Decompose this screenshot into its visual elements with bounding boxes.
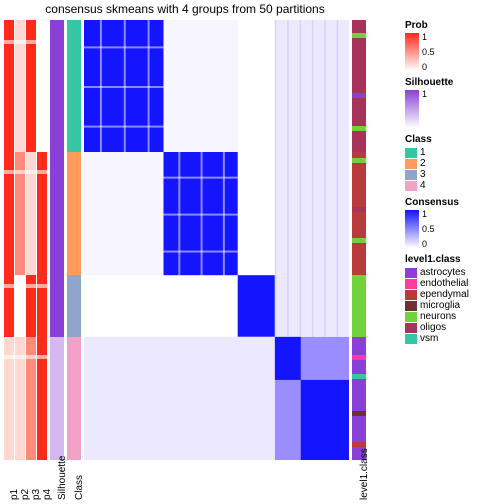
legend-title: Prob xyxy=(405,20,501,31)
prob-col-p4 xyxy=(37,20,47,460)
legend-consensus: Consensus 1 0.5 0 xyxy=(405,197,501,248)
swatch xyxy=(405,323,417,333)
consensus-heatmap xyxy=(84,20,349,460)
swatch xyxy=(405,279,417,289)
plot-area xyxy=(4,20,372,460)
swatch-label: astrocytes xyxy=(420,267,466,278)
swatch xyxy=(405,312,417,322)
silhouette-col xyxy=(50,20,64,460)
swatch-label: 1 xyxy=(420,147,426,158)
swatch-row: endothelial xyxy=(405,278,501,289)
tick-label: 0.5 xyxy=(422,225,435,234)
swatch-row: 1 xyxy=(405,147,501,158)
legend-title: Class xyxy=(405,134,501,145)
swatch xyxy=(405,290,417,300)
swatch-row: oligos xyxy=(405,322,501,333)
swatch xyxy=(405,170,417,180)
tick-label: 0 xyxy=(422,63,427,72)
swatch-row: 3 xyxy=(405,169,501,180)
swatch-row: 4 xyxy=(405,180,501,191)
axis-label: Class xyxy=(74,475,85,500)
legend-silhouette: Silhouette 1 xyxy=(405,77,501,128)
swatch-row: neurons xyxy=(405,311,501,322)
swatch-row: astrocytes xyxy=(405,267,501,278)
swatch-label: endothelial xyxy=(420,278,468,289)
swatch-label: 2 xyxy=(420,158,426,169)
legend-title: level1.class xyxy=(405,254,501,265)
prob-col-p3 xyxy=(26,20,36,460)
swatch-row: vsm xyxy=(405,333,501,344)
tick-label: 0 xyxy=(422,240,427,249)
prob-col-p2 xyxy=(15,20,25,460)
swatch xyxy=(405,181,417,191)
swatch xyxy=(405,148,417,158)
axis-label: p2 xyxy=(20,489,31,500)
swatch-label: neurons xyxy=(420,311,456,322)
gradient-bar xyxy=(405,33,419,71)
class-col xyxy=(67,20,81,460)
swatch xyxy=(405,334,417,344)
tick-label: 1 xyxy=(422,33,427,42)
axis-labels: p1p2p3p4SilhouetteClasslevel1.class xyxy=(4,462,372,504)
legend-class: Class 1234 xyxy=(405,134,501,191)
prob-col-p1 xyxy=(4,20,14,460)
tick-label: 1 xyxy=(422,90,427,99)
gradient-bar xyxy=(405,210,419,248)
swatch-label: oligos xyxy=(420,322,446,333)
legend-area: Prob10.50Silhouette1Class1234Consensus10… xyxy=(405,20,501,350)
gradient-bar xyxy=(405,90,419,128)
legend-level1.class: level1.class astrocytesendothelialependym… xyxy=(405,254,501,344)
page-title: consensus skmeans with 4 groups from 50 … xyxy=(0,2,370,16)
legend-title: Consensus xyxy=(405,197,501,208)
axis-label: level1.class xyxy=(359,448,370,500)
swatch-label: microglia xyxy=(420,300,460,311)
swatch-row: 2 xyxy=(405,158,501,169)
swatch-label: 3 xyxy=(420,169,426,180)
level1-annotation xyxy=(352,20,366,460)
axis-label: p4 xyxy=(42,489,53,500)
tick-label: 1 xyxy=(422,210,427,219)
axis-label: p3 xyxy=(31,489,42,500)
tick-label: 0.5 xyxy=(422,48,435,57)
swatch-label: vsm xyxy=(420,333,438,344)
swatch xyxy=(405,301,417,311)
axis-label: Silhouette xyxy=(57,456,68,500)
swatch-row: microglia xyxy=(405,300,501,311)
swatch-row: ependymal xyxy=(405,289,501,300)
axis-label: p1 xyxy=(9,489,20,500)
legend-title: Silhouette xyxy=(405,77,501,88)
swatch xyxy=(405,268,417,278)
swatch-label: 4 xyxy=(420,180,426,191)
swatch-label: ependymal xyxy=(420,289,469,300)
swatch xyxy=(405,159,417,169)
legend-prob: Prob 1 0.5 0 xyxy=(405,20,501,71)
